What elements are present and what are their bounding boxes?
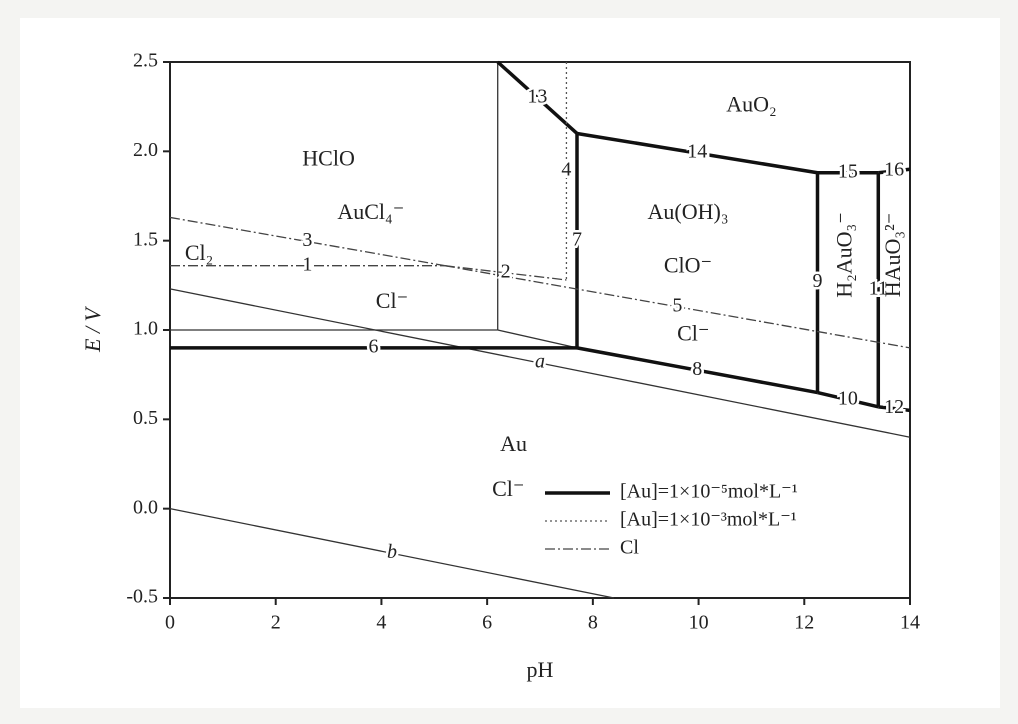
region-label: Au <box>500 431 527 456</box>
y-tick-label: 2.5 <box>133 50 158 72</box>
curve <box>169 288 911 438</box>
y-tick-label: 1.5 <box>133 228 158 250</box>
legend-label: Cl <box>620 537 639 559</box>
curve <box>878 167 911 175</box>
curve <box>169 216 445 267</box>
line-label: 3 <box>302 229 312 251</box>
line-label: 11 <box>869 277 888 299</box>
line-label: b <box>387 541 397 563</box>
region-label: Cl⁻ <box>492 476 524 501</box>
line-label: 6 <box>369 335 379 357</box>
region-label: H₂AuO₃⁻ <box>832 212 857 298</box>
line-label: 14 <box>687 141 707 163</box>
curve <box>444 265 567 281</box>
curve <box>169 508 615 599</box>
line-label: 13 <box>527 85 547 107</box>
line-label: 7 <box>572 228 582 250</box>
region-label: AuO₂ <box>726 92 776 117</box>
line-label: 16 <box>884 159 904 181</box>
line-label: a <box>535 351 545 373</box>
line-label: 2 <box>501 260 511 282</box>
region-label: Cl⁻ <box>376 288 408 313</box>
x-tick-label: 0 <box>165 612 175 634</box>
y-tick-label: 0.5 <box>133 407 158 429</box>
y-tick-label: 2.0 <box>133 139 158 161</box>
y-axis-label: E / V <box>80 305 105 353</box>
x-tick-label: 6 <box>482 612 492 634</box>
region-label: Cl⁻ <box>677 320 709 345</box>
x-tick-label: 14 <box>900 612 920 634</box>
x-tick-label: 4 <box>376 612 386 634</box>
x-tick-label: 8 <box>588 612 598 634</box>
line-label: 9 <box>813 270 823 292</box>
curve <box>817 390 879 409</box>
region-label: ClO⁻ <box>664 253 712 278</box>
x-tick-label: 2 <box>271 612 281 634</box>
region-label: AuCl₄⁻ <box>337 199 404 224</box>
line-label: 4 <box>561 159 571 181</box>
region-label: Au(OH)₃ <box>648 199 729 224</box>
x-tick-label: 12 <box>794 612 814 634</box>
curve <box>878 405 911 413</box>
y-tick-label: 1.0 <box>133 318 158 340</box>
line-label: 12 <box>884 396 904 418</box>
curve <box>576 346 818 395</box>
y-tick-label: -0.5 <box>126 586 158 608</box>
y-tick-label: 0.0 <box>133 496 158 518</box>
legend-label: [Au]=1×10⁻⁵mol*L⁻¹ <box>620 481 798 503</box>
curve <box>496 60 579 135</box>
curve <box>444 265 911 349</box>
curve <box>576 131 818 175</box>
line-label: 5 <box>672 294 682 316</box>
region-label: HClO <box>302 145 355 170</box>
x-tick-label: 10 <box>689 612 709 634</box>
line-label: 10 <box>838 387 858 409</box>
line-label: 1 <box>302 253 312 275</box>
legend-label: [Au]=1×10⁻³mol*L⁻¹ <box>620 509 797 531</box>
line-label: 15 <box>838 160 858 182</box>
curve <box>497 329 578 349</box>
card <box>20 18 1000 708</box>
region-label: Cl₂ <box>185 240 213 265</box>
region-label: HAuO₃²⁻ <box>880 213 905 298</box>
line-label: 8 <box>692 358 702 380</box>
x-axis-label: pH <box>527 657 554 682</box>
